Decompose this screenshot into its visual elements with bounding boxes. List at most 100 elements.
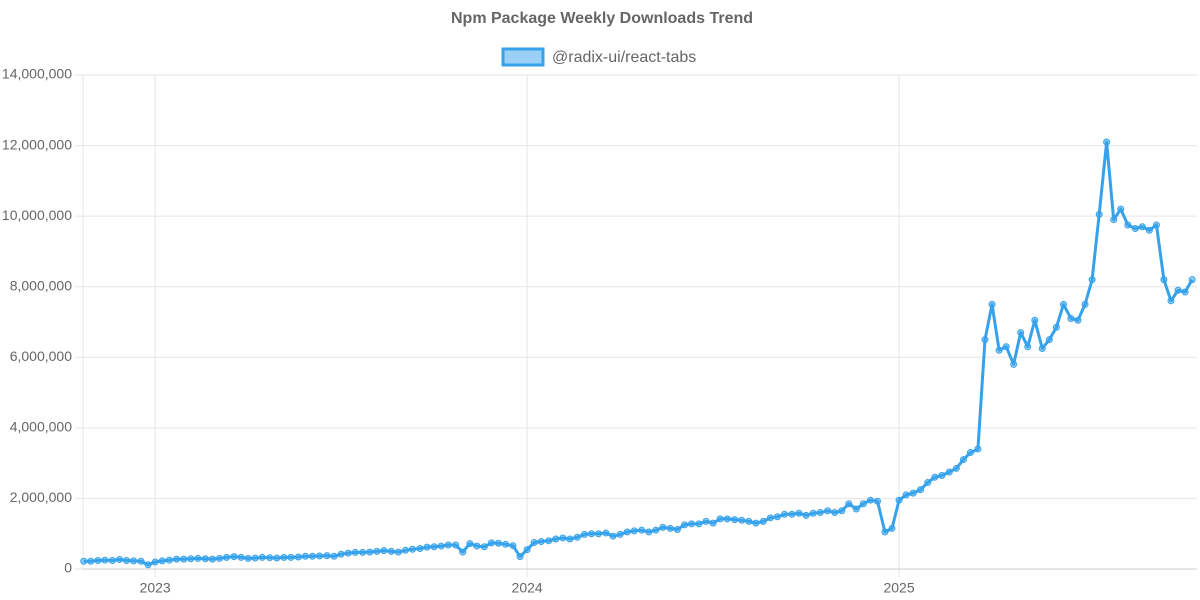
legend-swatch (501, 47, 545, 67)
data-point (988, 300, 996, 308)
data-point (151, 558, 159, 566)
data-point (888, 524, 896, 532)
y-tick-label: 12,000,000 (2, 136, 72, 152)
data-point (759, 517, 767, 525)
data-point (981, 336, 989, 344)
x-tick-label: 2025 (883, 580, 914, 596)
data-point (924, 479, 932, 487)
data-point (266, 554, 274, 562)
data-point (530, 539, 538, 547)
data-point (509, 542, 517, 550)
data-point (180, 555, 188, 563)
data-point (881, 528, 889, 536)
data-point (845, 500, 853, 508)
data-point (308, 552, 316, 560)
data-point (1131, 224, 1139, 232)
data-point (966, 449, 974, 457)
data-point (294, 553, 302, 561)
data-point (802, 511, 810, 519)
data-point (1181, 288, 1189, 296)
data-point (523, 546, 531, 554)
data-point (273, 554, 281, 562)
data-point (444, 541, 452, 549)
y-tick-label: 14,000,000 (2, 66, 72, 82)
data-point (230, 553, 238, 561)
data-point (909, 489, 917, 497)
data-point (287, 553, 295, 561)
data-point (130, 557, 138, 565)
data-point (824, 507, 832, 515)
data-point (144, 561, 152, 569)
data-point (194, 554, 202, 562)
data-point (852, 505, 860, 513)
data-point (1024, 343, 1032, 351)
y-tick-label: 4,000,000 (10, 419, 72, 435)
data-point (1095, 210, 1103, 218)
data-point (80, 557, 88, 565)
data-point (1088, 276, 1096, 284)
data-point (280, 553, 288, 561)
data-point (1045, 336, 1053, 344)
y-tick-label: 2,000,000 (10, 489, 72, 505)
data-point (959, 456, 967, 464)
data-point (258, 553, 266, 561)
data-point (945, 468, 953, 476)
data-point (595, 530, 603, 538)
data-point (423, 543, 431, 551)
data-point (1117, 205, 1125, 213)
y-tick-label: 8,000,000 (10, 277, 72, 293)
data-point (316, 552, 324, 560)
data-point (387, 547, 395, 555)
data-point (974, 445, 982, 453)
data-point (781, 510, 789, 518)
data-point (158, 557, 166, 565)
data-point (216, 554, 224, 562)
data-point (795, 509, 803, 517)
data-point (688, 520, 696, 528)
data-point (766, 514, 774, 522)
data-point (223, 553, 231, 561)
data-point (666, 524, 674, 532)
data-point (645, 528, 653, 536)
y-tick-label: 10,000,000 (2, 207, 72, 223)
data-point (516, 553, 524, 561)
data-point (630, 527, 638, 535)
series-line (83, 140, 1194, 567)
data-point (623, 528, 631, 536)
data-point (237, 553, 245, 561)
data-point (587, 530, 595, 538)
data-point (1110, 216, 1118, 224)
data-point (716, 515, 724, 523)
data-point (1038, 344, 1046, 352)
data-point (1138, 223, 1146, 231)
data-point (1074, 316, 1082, 324)
data-point (1174, 286, 1182, 294)
data-point (838, 507, 846, 515)
data-point (1152, 221, 1160, 229)
data-point (487, 539, 495, 547)
data-point (380, 547, 388, 555)
data-point (895, 496, 903, 504)
data-point (866, 496, 874, 504)
data-point (788, 510, 796, 518)
data-point (752, 519, 760, 527)
data-point (165, 556, 173, 564)
data-point (1124, 221, 1132, 229)
data-point (609, 532, 617, 540)
data-point (123, 557, 131, 565)
data-point (537, 537, 545, 545)
data-point (931, 473, 939, 481)
data-point (416, 545, 424, 553)
data-point (187, 555, 195, 563)
data-point (201, 555, 209, 563)
data-point (917, 486, 925, 494)
data-point (323, 552, 331, 560)
data-point (1081, 300, 1089, 308)
data-point (1103, 138, 1111, 146)
data-point (573, 533, 581, 541)
data-point (208, 555, 216, 563)
data-point (602, 529, 610, 537)
data-point (466, 540, 474, 548)
data-point (773, 513, 781, 521)
